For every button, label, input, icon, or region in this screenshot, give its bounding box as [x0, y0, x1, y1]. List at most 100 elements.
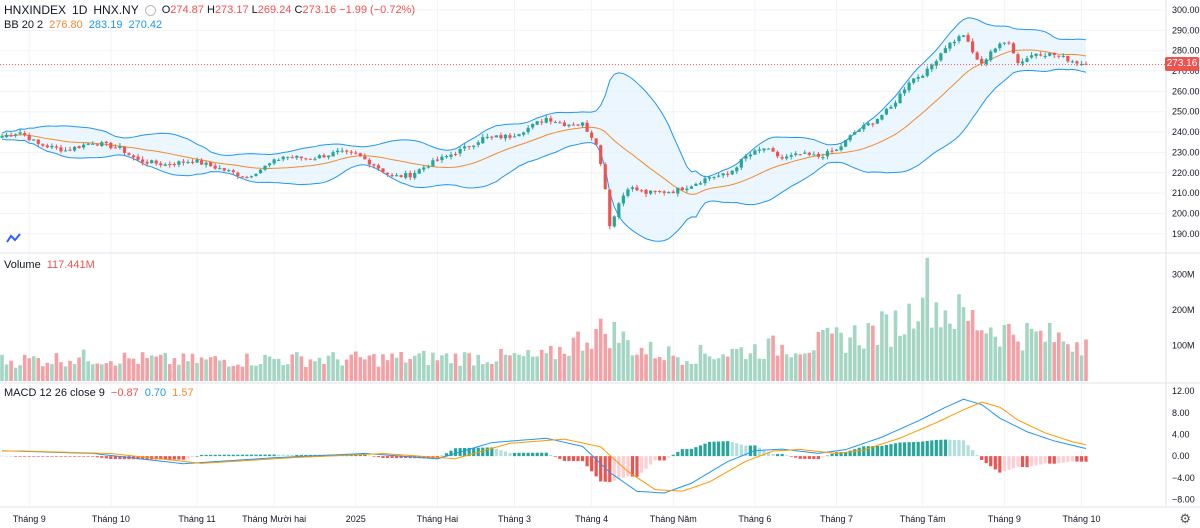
candle-body [399, 175, 403, 177]
candle-body [766, 148, 771, 150]
volume-bar [331, 352, 335, 381]
macd-tick-label: −4.00 [1172, 473, 1195, 483]
volume-tick-label: 300M [1172, 269, 1195, 279]
volume-bar [86, 361, 90, 381]
candle-body [145, 161, 149, 164]
candle-body [1066, 55, 1070, 62]
macd-histogram-bar [59, 456, 63, 457]
volume-bar [653, 358, 657, 381]
candle-body [186, 161, 190, 163]
macd-histogram-bar [907, 442, 911, 457]
volume-bar [104, 363, 109, 381]
volume-bar [871, 325, 875, 381]
macd-histogram-bar [199, 454, 204, 457]
macd-histogram-bar [1034, 456, 1038, 466]
macd-histogram-bar [9, 456, 13, 457]
volume-legend[interactable]: Volume 117.441M [4, 259, 95, 271]
volume-bar [621, 331, 626, 381]
macd-histogram-bar [204, 454, 208, 457]
candle-body [508, 135, 512, 138]
volume-bar [508, 355, 512, 381]
macd-histogram-bar [109, 456, 113, 460]
candle-body [925, 68, 929, 76]
volume-bar [535, 356, 539, 381]
volume-bar [217, 360, 222, 381]
volume-bar [893, 310, 898, 381]
volume-bar [861, 348, 866, 381]
price-tick-label: 260.00 [1172, 86, 1200, 96]
candle-body [680, 187, 684, 191]
volume-bar [1029, 328, 1034, 381]
macd-histogram-bar [95, 456, 99, 458]
macd-histogram-bar [154, 456, 158, 460]
candle-body [349, 151, 353, 153]
macd-histogram-bar [1079, 456, 1084, 462]
macd-histogram-bar [372, 456, 376, 457]
candle-body [1029, 55, 1034, 58]
macd-histogram-bar [136, 456, 140, 460]
candle-body [567, 124, 571, 127]
macd-histogram-bar [594, 456, 598, 477]
volume-bar [939, 327, 943, 381]
bollinger-fill [2, 17, 1086, 242]
settings-gear-icon[interactable]: ⚙ [1179, 511, 1191, 526]
macd-histogram-bar [980, 456, 984, 460]
candle-body [490, 136, 494, 138]
candle-body [141, 159, 145, 163]
macd-legend[interactable]: MACD 12 26 close 9 −0.87 0.70 1.57 [4, 387, 194, 399]
volume-bar [490, 364, 494, 381]
volume-bar [812, 350, 816, 381]
macd-histogram-bar [14, 456, 18, 457]
candle-body [267, 163, 272, 166]
candle-body [676, 187, 680, 194]
volume-bar [762, 358, 766, 381]
interval[interactable]: 1D [72, 3, 88, 17]
macd-histogram-bar [989, 456, 993, 467]
candle-body [703, 178, 707, 184]
volume-bar [154, 356, 159, 381]
candle-body [68, 149, 72, 151]
candle-body [726, 173, 730, 175]
symbol-name[interactable]: HNXINDEX [4, 3, 67, 17]
macd-tick-label: −8.00 [1172, 494, 1195, 504]
candle-body [939, 53, 943, 61]
candle-body [1075, 61, 1079, 64]
x-tick-label: Tháng 4 [575, 514, 608, 524]
macd-histogram-bar [449, 450, 453, 457]
macd-histogram-bar [576, 456, 580, 462]
status-dot [144, 4, 156, 16]
candle-body [794, 153, 798, 156]
volume-bar [186, 361, 190, 381]
candle-body [553, 121, 557, 123]
bb-legend[interactable]: BB 20 2 276.80 283.19 270.42 [4, 19, 162, 31]
candle-body [281, 156, 285, 160]
candle-body [444, 156, 449, 158]
volume-bar [558, 346, 562, 381]
macd-histogram-bar [703, 443, 707, 457]
volume-bar [480, 364, 485, 381]
macd-histogram-bar [558, 456, 562, 459]
macd-histogram-bar [599, 456, 603, 482]
candle-body [989, 51, 993, 61]
x-tick-label: Tháng Năm [650, 514, 697, 524]
candle-body [580, 122, 585, 126]
candle-body [363, 156, 367, 160]
volume-bar [1034, 331, 1038, 381]
candle-body [449, 154, 453, 157]
macd-histogram-bar [32, 456, 36, 457]
volume-bar [435, 360, 440, 381]
volume-bar [458, 365, 462, 381]
macd-histogram-bar [961, 440, 966, 457]
price-tick-label: 250.00 [1172, 107, 1200, 117]
volume-bar [1079, 355, 1084, 381]
price-tick-label: 190.00 [1172, 229, 1200, 239]
tradingview-logo-icon[interactable] [6, 232, 22, 244]
candle-body [753, 150, 757, 155]
macd-histogram-bar [177, 456, 181, 460]
volume-bar [970, 309, 975, 381]
candle-body [658, 190, 662, 192]
candle-body [499, 135, 503, 139]
volume-bar [213, 356, 217, 381]
candle-body [181, 161, 186, 163]
